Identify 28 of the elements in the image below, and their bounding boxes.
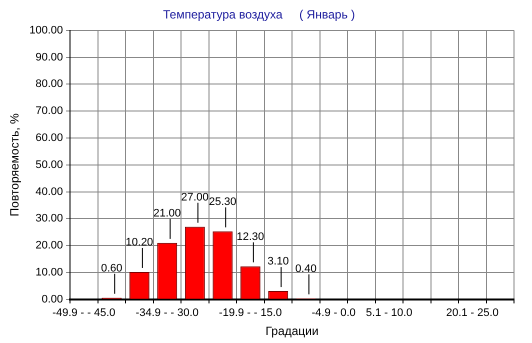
x-tick-label: -34.9 - - 30.0 [136,307,199,320]
x-tick-label: -19.9 - - 15.0 [218,307,282,320]
data-label: 3.10 [267,256,289,268]
data-label: 25.30 [208,196,236,208]
data-label: 21.00 [153,207,181,220]
y-tick-label: 100.00 [29,24,64,36]
data-label: 27.00 [181,191,209,204]
y-tick-label: 30.00 [36,212,64,225]
data-label: 0.40 [295,262,317,275]
y-tick-label: 60.00 [36,132,64,144]
y-tick-label: 50.00 [36,158,64,171]
x-tick-label: 5.1 - 10.0 [366,307,412,320]
y-tick-label: 0.00 [42,293,64,306]
data-label: 12.30 [236,230,264,243]
y-tick-label: 20.00 [36,240,64,252]
data-label: 0.60 [100,262,122,274]
chart-title: Температура воздуха ( Январь ) [162,8,356,22]
x-axis-title: Градации [265,324,319,338]
x-tick-label: -49.9 - - 45.0 [52,307,116,320]
y-tick-label: 90.00 [36,51,64,64]
x-tick-label: 20.1 - 25.0 [446,307,499,320]
y-axis-title: Повторяемость, % [8,112,22,216]
y-tick-label: 40.00 [36,186,64,198]
y-tick-label: 10.00 [36,266,64,279]
data-label: 10.20 [126,236,154,248]
x-tick-label: -4.9 - 0.0 [312,307,356,320]
y-tick-label: 70.00 [36,105,64,118]
y-tick-label: 80.00 [36,78,64,90]
